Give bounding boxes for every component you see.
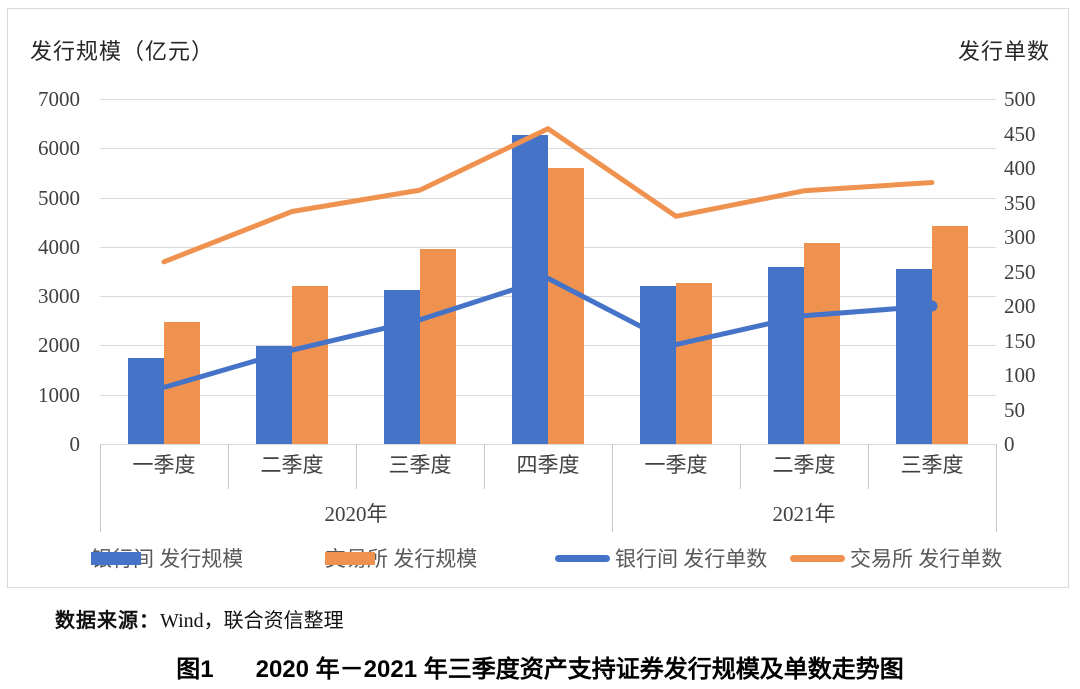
bar-银行间 发行规模 [384,290,420,444]
x-axis-label-year: 2021年 [772,502,836,526]
x-axis-separator [484,444,485,489]
data-source-prefix: 数据来源： [55,610,160,632]
right-axis-tick-label: 400 [1004,156,1036,180]
legend-item: 银行间 发行规模 [91,544,243,572]
x-axis-separator [996,444,997,532]
x-axis-label-year: 2020年 [324,502,388,526]
right-axis-tick-label: 100 [1004,363,1036,387]
legend-item: 银行间 发行单数 [555,544,767,572]
left-axis-tick-label: 0 [69,432,81,456]
legend-bar-swatch [325,551,375,565]
bar-银行间 发行规模 [640,286,676,444]
x-axis-separator [100,444,101,532]
gridline [100,444,996,445]
left-axis-tick-label: 6000 [38,136,80,160]
bar-交易所 发行规模 [932,226,968,444]
x-axis-label-quarter: 一季度 [132,453,196,477]
line-series-layer [161,126,938,390]
legend-item: 交易所 发行单数 [790,544,1002,572]
x-axis-label-quarter: 二季度 [772,453,836,477]
right-axis-tick-label: 500 [1004,87,1036,111]
x-axis-label-quarter: 三季度 [388,453,452,477]
left-axis-tick-label: 7000 [38,87,80,111]
bar-银行间 发行规模 [128,358,164,444]
right-axis-title: 发行单数 [957,39,1050,64]
x-axis-label-quarter: 三季度 [900,453,964,477]
bar-银行间 发行规模 [896,269,932,444]
bar-交易所 发行规模 [676,283,712,444]
x-axis-separator [868,444,869,489]
right-axis-tick-label: 300 [1004,225,1036,249]
line-银行间 发行单数 [161,275,935,390]
right-axis-tick-label: 200 [1004,294,1036,318]
legend-line-swatch [790,554,845,562]
x-axis-label-quarter: 四季度 [516,453,580,477]
line-end-marker [926,300,938,312]
left-axis-tick-label: 4000 [38,235,80,259]
data-source-line: 数据来源：Wind，联合资信整理 [55,604,344,633]
bar-银行间 发行规模 [768,267,804,444]
right-axis-tick-label: 450 [1004,122,1036,146]
x-axis-separator [612,444,613,532]
left-axis-title: 发行规模（亿元） [30,39,215,64]
right-axis-tick-label: 50 [1004,398,1025,422]
x-axis-separator [356,444,357,489]
right-axis-tick-label: 150 [1004,329,1036,353]
left-axis-tick-label: 5000 [38,186,80,210]
x-axis-label-quarter: 二季度 [260,453,324,477]
figure-caption-label: 图1 [176,656,214,683]
x-axis-label-quarter: 一季度 [644,453,708,477]
right-axis-tick-label: 350 [1004,191,1036,215]
bar-交易所 发行规模 [548,168,584,444]
data-source-text: Wind，联合资信整理 [160,610,344,632]
figure-caption-text: 2020 年－2021 年三季度资产支持证券发行规模及单数走势图 [255,656,904,683]
right-axis-tick-label: 250 [1004,260,1036,284]
right-axis-tick-label: 0 [1004,432,1015,456]
gridline [100,148,996,149]
x-axis-separator [740,444,741,489]
legend-item: 交易所 发行规模 [325,544,477,572]
legend-line-swatch [555,554,610,562]
bar-交易所 发行规模 [804,243,840,444]
x-axis-separator [228,444,229,489]
left-axis-tick-label: 2000 [38,333,80,357]
bar-交易所 发行规模 [420,249,456,444]
left-axis-tick-label: 1000 [38,383,80,407]
left-axis-tick-label: 3000 [38,284,80,308]
figure-caption: 图1 2020 年－2021 年三季度资产支持证券发行规模及单数走势图 [0,649,1080,684]
gridline [100,99,996,100]
legend-label: 交易所 发行单数 [850,547,1003,571]
legend-bar-swatch [91,551,141,565]
bar-银行间 发行规模 [256,346,292,444]
bar-交易所 发行规模 [292,286,328,444]
line-交易所 发行单数 [161,126,935,265]
legend-label: 银行间 发行单数 [615,547,768,571]
